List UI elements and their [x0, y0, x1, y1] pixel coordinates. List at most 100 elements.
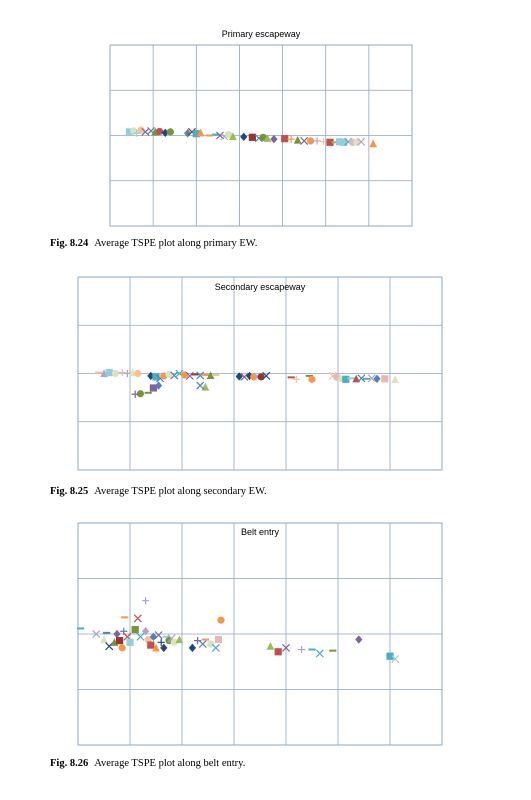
caption-text: Average TSPE plot along belt entry.: [94, 758, 246, 769]
data-point: [92, 629, 101, 639]
data-point: [326, 138, 334, 146]
data-point: [369, 139, 378, 148]
data-point: [315, 649, 324, 658]
data-point: [134, 369, 142, 378]
data-point: [147, 641, 155, 649]
chart-title: Secondary escapeway: [215, 282, 306, 292]
caption-text: Average TSPE plot along primary EW.: [94, 238, 258, 249]
data-point: [192, 130, 200, 138]
data-point: [391, 654, 400, 663]
data-point: [270, 134, 278, 144]
data-point: [355, 635, 363, 644]
data-point: [154, 631, 163, 640]
data-point: [293, 135, 302, 144]
chart-0: Primary escapeway: [109, 29, 413, 227]
data-point: [196, 128, 205, 137]
data-point: [206, 371, 215, 380]
data-point: [142, 627, 150, 636]
data-point: [248, 133, 256, 141]
data-point: [240, 372, 249, 381]
data-point: [166, 128, 174, 136]
data-point: [118, 644, 126, 652]
data-point: [113, 629, 121, 639]
data-point: [262, 371, 271, 380]
data-point: [156, 127, 164, 136]
data-point: [149, 384, 157, 392]
data-point: [111, 369, 120, 378]
data-point: [240, 132, 248, 142]
data-point: [229, 132, 237, 141]
data-point: [152, 643, 160, 652]
figure-label: Fig. 8.25: [50, 486, 89, 497]
data-point: [131, 390, 139, 398]
data-point: [144, 635, 152, 644]
data-point: [133, 614, 142, 623]
data-point: [175, 635, 184, 644]
data-point: [136, 390, 144, 398]
caption-text: Average TSPE plot along secondary EW.: [94, 486, 267, 497]
data-point: [157, 638, 165, 646]
data-point: [126, 638, 134, 646]
chart-title: Primary escapeway: [222, 29, 301, 39]
data-point: [266, 642, 275, 650]
data-point: [386, 652, 394, 660]
figure-caption: Fig. 8.26 Average TSPE plot along belt en…: [50, 758, 245, 769]
data-point: [300, 136, 309, 145]
data-point: [308, 375, 316, 383]
data-point: [136, 632, 145, 641]
data-point: [313, 137, 321, 145]
data-point: [250, 373, 258, 381]
data-point: [125, 128, 134, 136]
figure-label: Fig. 8.26: [50, 758, 89, 769]
data-point: [217, 616, 225, 624]
data-point: [170, 638, 178, 646]
figure-caption: Fig. 8.24 Average TSPE plot along primary…: [50, 238, 257, 249]
data-point: [381, 375, 389, 383]
data-point: [287, 135, 295, 143]
data-point: [373, 374, 381, 384]
chart-title: Belt entry: [241, 527, 280, 537]
data-point: [196, 371, 205, 380]
data-point: [281, 135, 289, 143]
data-point: [133, 129, 141, 137]
data-point: [105, 368, 113, 377]
data-point: [160, 643, 168, 653]
data-point: [367, 374, 376, 383]
data-point: [263, 134, 272, 142]
data-point: [357, 374, 366, 383]
data-point: [211, 643, 220, 652]
data-point: [198, 639, 207, 649]
data-point: [131, 625, 139, 634]
data-point: [225, 130, 233, 139]
data-point: [207, 640, 215, 648]
data-point: [116, 637, 124, 645]
data-point: [123, 369, 131, 378]
data-point: [342, 375, 350, 383]
data-point: [391, 375, 400, 383]
data-point: [152, 373, 160, 381]
data-point: [357, 137, 366, 146]
data-point: [340, 138, 348, 146]
data-point: [298, 645, 306, 654]
data-point: [352, 374, 361, 383]
data-point: [307, 137, 315, 145]
data-point: [100, 635, 108, 644]
figure-label: Fig. 8.24: [50, 238, 89, 249]
data-point: [335, 138, 344, 146]
data-point: [274, 648, 282, 656]
chart-1: Secondary escapeway: [77, 276, 443, 471]
data-point: [161, 128, 169, 137]
data-point: [137, 126, 145, 134]
data-point: [188, 643, 196, 653]
data-point: [142, 597, 150, 605]
data-point: [184, 129, 192, 138]
data-point: [292, 375, 300, 383]
data-point: [196, 381, 205, 390]
data-point: [281, 643, 291, 652]
chart-2: Belt entry: [77, 522, 443, 746]
data-point: [319, 138, 328, 146]
data-point: [214, 635, 222, 644]
figure-caption: Fig. 8.25 Average TSPE plot along seconda…: [50, 486, 267, 497]
data-point: [118, 368, 126, 377]
